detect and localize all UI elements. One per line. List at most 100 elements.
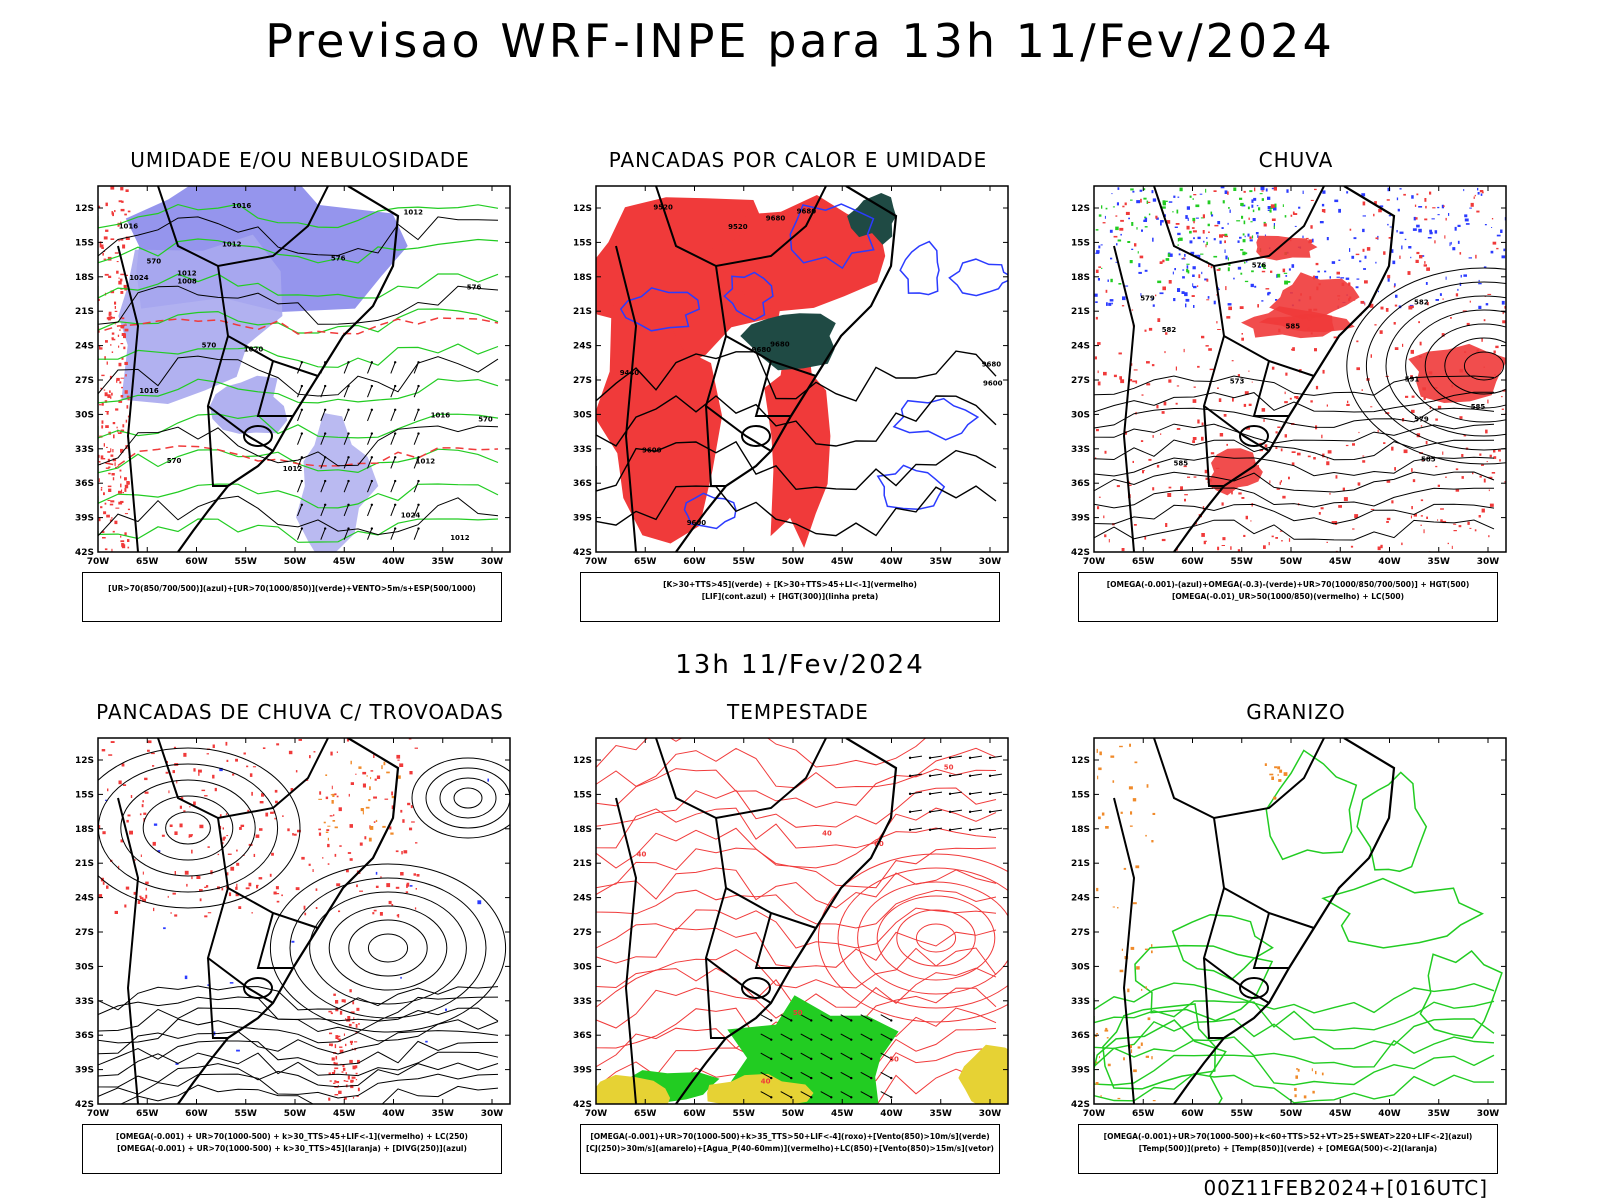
blue-speckle xyxy=(1192,266,1196,270)
red-speckle xyxy=(1426,516,1428,519)
contour-label: 1012 xyxy=(450,534,470,542)
red-speckle xyxy=(396,914,399,917)
blue-speckle xyxy=(1319,221,1324,224)
wind-vector-head xyxy=(908,810,912,814)
wind-vector-head xyxy=(370,361,374,364)
red-speckle xyxy=(1297,452,1301,456)
wind-vector xyxy=(860,1033,872,1041)
red-speckle xyxy=(99,347,103,350)
lat-label: 36S xyxy=(573,479,592,489)
red-speckle xyxy=(1502,310,1504,315)
lon-label: 65W xyxy=(634,1109,657,1119)
red-speckle xyxy=(1501,396,1503,398)
green-speckle xyxy=(1227,257,1229,261)
lat-label: 24S xyxy=(1071,894,1090,904)
red-speckle xyxy=(1451,545,1453,549)
red-speckle xyxy=(1327,450,1332,454)
green-contour xyxy=(98,483,499,509)
wind-vector xyxy=(840,1091,852,1098)
red-speckle xyxy=(103,492,105,496)
blue-speckle xyxy=(1387,223,1389,226)
blue-speckle xyxy=(1363,268,1366,270)
red-speckle xyxy=(111,332,115,335)
wind-vector-head xyxy=(300,408,304,411)
red-speckle xyxy=(357,1059,360,1064)
green-speckle xyxy=(1177,238,1180,242)
lc850-streamline xyxy=(596,747,997,789)
country-border xyxy=(1252,360,1289,417)
red-speckle xyxy=(1103,515,1105,519)
red-speckle xyxy=(118,400,123,403)
wind-vector-head xyxy=(393,361,397,364)
hgt300-line xyxy=(596,440,997,492)
red-speckle xyxy=(1282,495,1286,499)
red-speckle xyxy=(1243,403,1247,407)
red-speckle xyxy=(1401,542,1403,546)
wind-vector xyxy=(297,480,303,493)
red-speckle xyxy=(1186,225,1190,230)
blue-speckle xyxy=(1491,227,1493,228)
temp850-contour xyxy=(1419,949,1503,1039)
red-speckle xyxy=(1243,534,1246,537)
panel-pancadas: PANCADAS POR CALOR E UMIDADE 9680 9680 968… xyxy=(558,148,1038,622)
red-speckle xyxy=(112,458,117,462)
red-speckle xyxy=(101,425,104,429)
lat-label: 27S xyxy=(1071,928,1090,938)
red-speckle xyxy=(1227,191,1229,195)
red-speckle xyxy=(118,501,123,505)
red-speckle xyxy=(1463,435,1467,437)
red-speckle xyxy=(409,827,413,831)
red-speckle xyxy=(1394,467,1396,471)
country-border xyxy=(1213,265,1315,377)
red-speckle xyxy=(102,537,106,539)
red-speckle xyxy=(261,793,265,797)
red-speckle xyxy=(334,1067,339,1070)
temp850-contour xyxy=(1356,771,1428,873)
red-speckle xyxy=(1335,475,1338,479)
map-frame xyxy=(595,737,1009,1105)
red-speckle xyxy=(1197,419,1200,424)
green-speckle xyxy=(1195,204,1200,208)
red-speckle xyxy=(1426,267,1430,271)
blue-speckle xyxy=(1122,296,1126,301)
red-speckle xyxy=(1155,215,1158,219)
blue-speckle xyxy=(1250,283,1254,288)
red-speckle xyxy=(106,514,110,518)
red-speckle xyxy=(130,795,133,798)
red-speckle xyxy=(1428,371,1433,375)
red-speckle xyxy=(1318,512,1321,515)
wind-vector xyxy=(390,480,396,493)
lif-contour xyxy=(892,397,980,441)
red-speckle xyxy=(396,754,401,759)
red-speckle xyxy=(115,507,120,509)
red-speckle xyxy=(119,469,122,472)
red-speckle xyxy=(193,768,196,772)
lon-label: 40W xyxy=(1378,1109,1401,1119)
green-speckle xyxy=(1263,267,1266,269)
orange-speckle xyxy=(1123,1057,1125,1061)
orange-speckle xyxy=(1112,906,1115,908)
lon-label: 40W xyxy=(880,557,903,567)
orange-speckle xyxy=(325,831,329,833)
red-speckle xyxy=(110,517,113,519)
blue-speckle xyxy=(1454,226,1457,231)
red-speckle xyxy=(1329,492,1331,495)
red-speckle xyxy=(145,894,148,899)
red-speckle xyxy=(275,893,280,895)
red-speckle xyxy=(207,846,210,848)
red-speckle xyxy=(397,759,400,761)
lc850-streamline xyxy=(596,768,997,809)
red-speckle xyxy=(1276,488,1280,490)
humidity-area xyxy=(209,375,288,434)
blue-speckle xyxy=(1500,229,1503,233)
red-speckle xyxy=(342,1064,345,1068)
blue-speckle xyxy=(1095,252,1100,254)
blue-speckle xyxy=(1490,250,1494,254)
red-speckle xyxy=(354,1065,358,1069)
blue-speckle xyxy=(1449,242,1451,247)
wind-vector-head xyxy=(417,432,420,435)
green-speckle xyxy=(1259,193,1263,195)
wind-vector-head xyxy=(988,810,992,814)
red-speckle xyxy=(114,306,116,309)
contour-label: 576 xyxy=(331,254,346,262)
